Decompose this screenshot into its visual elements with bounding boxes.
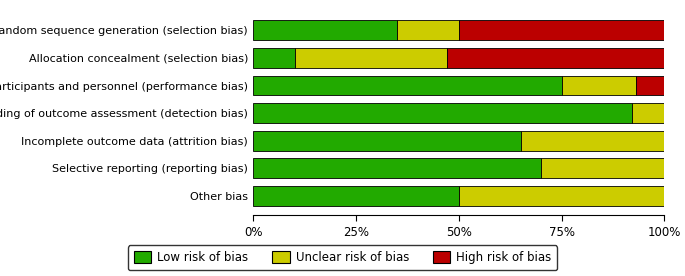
Bar bbox=[541, 158, 664, 178]
Bar bbox=[253, 48, 295, 68]
Bar bbox=[459, 20, 664, 40]
Bar bbox=[562, 76, 636, 95]
Legend: Low risk of bias, Unclear risk of bias, High risk of bias: Low risk of bias, Unclear risk of bias, … bbox=[127, 245, 558, 270]
Bar bbox=[253, 158, 541, 178]
Bar bbox=[521, 131, 664, 151]
Bar bbox=[632, 103, 664, 123]
Bar bbox=[253, 103, 632, 123]
Bar bbox=[447, 48, 664, 68]
Bar bbox=[253, 131, 521, 151]
Bar bbox=[253, 76, 562, 95]
Bar bbox=[397, 20, 459, 40]
Bar bbox=[636, 76, 664, 95]
Bar bbox=[295, 48, 447, 68]
Bar bbox=[253, 20, 397, 40]
Bar bbox=[253, 186, 459, 206]
Bar bbox=[459, 186, 664, 206]
